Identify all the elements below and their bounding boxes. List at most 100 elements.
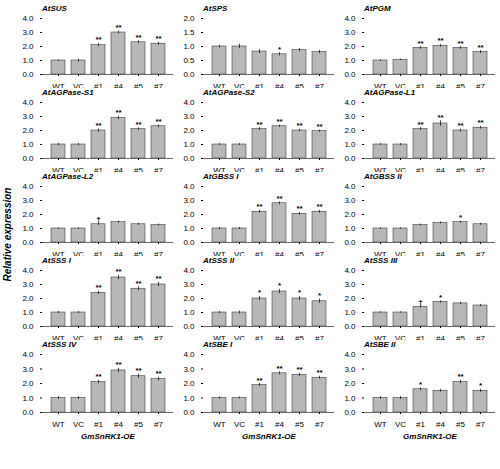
svg-text:#7: #7 bbox=[315, 334, 324, 340]
svg-text:1.0: 1.0 bbox=[183, 224, 195, 233]
svg-text:*: * bbox=[278, 45, 282, 54]
svg-text:#7: #7 bbox=[154, 250, 163, 256]
svg-text:4.0: 4.0 bbox=[22, 266, 34, 275]
svg-text:0.0: 0.0 bbox=[183, 70, 195, 79]
svg-text:2.0: 2.0 bbox=[22, 126, 34, 135]
svg-text:#4: #4 bbox=[275, 82, 284, 88]
svg-text:#4: #4 bbox=[275, 166, 284, 172]
svg-text:2.0: 2.0 bbox=[22, 210, 34, 219]
svg-text:0.0: 0.0 bbox=[344, 238, 356, 247]
svg-text:3.0: 3.0 bbox=[344, 112, 356, 121]
svg-text:WT: WT bbox=[52, 250, 65, 256]
svg-text:#7: #7 bbox=[315, 166, 324, 172]
svg-text:4.0: 4.0 bbox=[22, 14, 34, 23]
svg-text:0.0: 0.0 bbox=[183, 238, 195, 247]
svg-text:WT: WT bbox=[52, 420, 65, 429]
svg-text:**: ** bbox=[477, 118, 484, 127]
svg-text:GmSnRK1-OE: GmSnRK1-OE bbox=[403, 432, 457, 441]
svg-text:1.5: 1.5 bbox=[183, 28, 195, 37]
svg-text:3.0: 3.0 bbox=[22, 196, 34, 205]
svg-text:4.0: 4.0 bbox=[183, 182, 195, 191]
svg-text:3.0: 3.0 bbox=[183, 196, 195, 205]
svg-text:VC: VC bbox=[73, 334, 84, 340]
svg-text:#7: #7 bbox=[154, 334, 163, 340]
svg-text:*: * bbox=[459, 213, 463, 222]
svg-text:0.0: 0.0 bbox=[344, 154, 356, 163]
svg-text:†: † bbox=[418, 298, 422, 307]
svg-text:#7: #7 bbox=[476, 420, 485, 429]
svg-text:GmSnRK1-OE: GmSnRK1-OE bbox=[81, 432, 135, 441]
svg-text:#4: #4 bbox=[436, 82, 445, 88]
svg-text:2.0: 2.0 bbox=[183, 294, 195, 303]
svg-text:#7: #7 bbox=[476, 166, 485, 172]
svg-text:#5: #5 bbox=[295, 420, 304, 429]
svg-text:#1: #1 bbox=[416, 250, 425, 256]
svg-text:WT: WT bbox=[374, 250, 387, 256]
svg-text:3.0: 3.0 bbox=[344, 280, 356, 289]
svg-text:0.0: 0.0 bbox=[22, 238, 34, 247]
svg-text:2.0: 2.0 bbox=[344, 210, 356, 219]
svg-text:4.0: 4.0 bbox=[344, 182, 356, 191]
svg-text:1.0: 1.0 bbox=[344, 56, 356, 65]
svg-text:**: ** bbox=[296, 365, 303, 374]
svg-text:WT: WT bbox=[213, 420, 226, 429]
svg-text:#4: #4 bbox=[436, 334, 445, 340]
svg-text:**: ** bbox=[155, 34, 162, 43]
svg-text:#4: #4 bbox=[114, 166, 123, 172]
svg-text:#5: #5 bbox=[456, 82, 465, 88]
svg-text:3.0: 3.0 bbox=[22, 112, 34, 121]
svg-text:#4: #4 bbox=[436, 166, 445, 172]
svg-text:WT: WT bbox=[213, 82, 226, 88]
svg-text:**: ** bbox=[95, 372, 102, 381]
svg-text:2.0: 2.0 bbox=[344, 379, 356, 388]
svg-text:#4: #4 bbox=[114, 334, 123, 340]
svg-text:*: * bbox=[278, 281, 282, 290]
svg-text:3.0: 3.0 bbox=[344, 28, 356, 37]
svg-text:#1: #1 bbox=[255, 82, 264, 88]
svg-text:**: ** bbox=[276, 364, 283, 373]
svg-text:3.0: 3.0 bbox=[183, 280, 195, 289]
svg-text:WT: WT bbox=[374, 166, 387, 172]
svg-text:**: ** bbox=[115, 23, 122, 32]
svg-text:2.0: 2.0 bbox=[183, 14, 195, 23]
svg-text:WT: WT bbox=[52, 82, 65, 88]
svg-text:1.0: 1.0 bbox=[183, 308, 195, 317]
svg-text:#1: #1 bbox=[416, 420, 425, 429]
svg-text:**: ** bbox=[316, 368, 323, 377]
svg-text:VC: VC bbox=[395, 420, 406, 429]
svg-text:4.0: 4.0 bbox=[344, 350, 356, 359]
svg-text:VC: VC bbox=[234, 82, 245, 88]
svg-text:#1: #1 bbox=[94, 82, 103, 88]
svg-text:#4: #4 bbox=[275, 420, 284, 429]
svg-text:**: ** bbox=[276, 117, 283, 126]
svg-text:4.0: 4.0 bbox=[344, 98, 356, 107]
svg-text:**: ** bbox=[316, 122, 323, 131]
svg-text:#1: #1 bbox=[255, 420, 264, 429]
svg-text:#5: #5 bbox=[295, 250, 304, 256]
svg-text:#5: #5 bbox=[134, 334, 143, 340]
svg-text:#4: #4 bbox=[436, 420, 445, 429]
svg-text:1.0: 1.0 bbox=[183, 394, 195, 403]
svg-text:**: ** bbox=[276, 194, 283, 203]
svg-text:VC: VC bbox=[234, 250, 245, 256]
svg-text:*: * bbox=[318, 291, 322, 300]
svg-text:VC: VC bbox=[395, 166, 406, 172]
svg-text:4.0: 4.0 bbox=[22, 98, 34, 107]
svg-text:3.0: 3.0 bbox=[22, 280, 34, 289]
svg-text:#1: #1 bbox=[416, 166, 425, 172]
svg-text:**: ** bbox=[457, 372, 464, 381]
svg-text:0.0: 0.0 bbox=[344, 322, 356, 331]
svg-text:4.0: 4.0 bbox=[183, 266, 195, 275]
svg-text:†: † bbox=[96, 215, 100, 224]
svg-text:#4: #4 bbox=[114, 82, 123, 88]
svg-text:**: ** bbox=[437, 36, 444, 45]
svg-text:**: ** bbox=[457, 39, 464, 48]
svg-text:0.0: 0.0 bbox=[22, 154, 34, 163]
svg-text:#4: #4 bbox=[275, 250, 284, 256]
svg-text:**: ** bbox=[95, 35, 102, 44]
svg-text:2.0: 2.0 bbox=[344, 42, 356, 51]
svg-text:**: ** bbox=[135, 120, 142, 129]
svg-text:#5: #5 bbox=[295, 166, 304, 172]
svg-text:WT: WT bbox=[52, 334, 65, 340]
svg-text:2.0: 2.0 bbox=[183, 210, 195, 219]
